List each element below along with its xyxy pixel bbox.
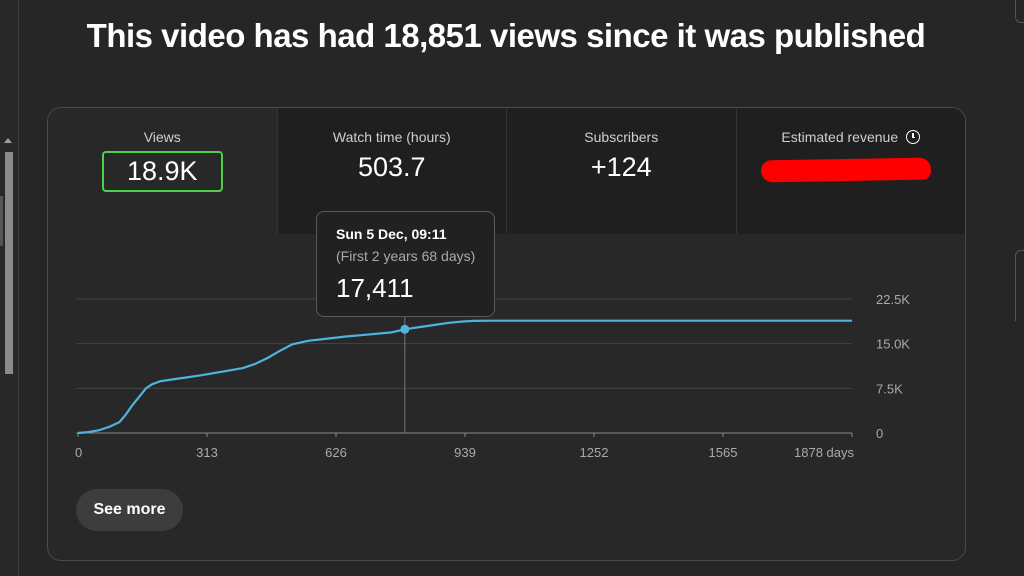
hover-point <box>400 324 410 334</box>
x-tick-label: 939 <box>454 445 476 460</box>
page-headline: This video has had 18,851 views since it… <box>86 17 926 54</box>
x-tick-label: 626 <box>325 445 347 460</box>
right-panel-border-top <box>1015 0 1024 23</box>
x-tick-label: 313 <box>196 445 218 460</box>
tab-estimated-revenue[interactable]: Estimated revenue <box>735 108 966 234</box>
x-tick-label: 1878 days <box>794 445 854 460</box>
views-series-line <box>77 319 852 435</box>
left-scrollbar[interactable] <box>0 0 19 576</box>
tab-subscribers[interactable]: Subscribers +124 <box>506 108 736 234</box>
views-label: Views <box>143 129 181 145</box>
scroll-up-arrow-icon[interactable] <box>4 138 12 143</box>
x-tick-label: 1252 <box>580 445 609 460</box>
subscribers-value: +124 <box>590 152 652 182</box>
analytics-card: Views 18.9K Watch time (hours) 503.7 Sub… <box>47 107 966 561</box>
clock-icon[interactable] <box>906 130 921 144</box>
y-tick-label: 7.5K <box>876 381 903 396</box>
x-tick-label: 0 <box>75 445 82 460</box>
views-value: 18.9K <box>101 151 223 192</box>
right-panel-border-bottom <box>1015 250 1024 321</box>
y-tick-label: 15.0K <box>876 337 910 352</box>
scroll-track-marker <box>0 196 3 246</box>
tab-views[interactable]: Views 18.9K <box>48 108 277 234</box>
estimated-revenue-label: Estimated revenue <box>781 129 899 145</box>
right-panel-edge <box>1012 0 1024 321</box>
estimated-revenue-label-row: Estimated revenue <box>737 129 966 145</box>
chart-tooltip: Sun 5 Dec, 09:11 (First 2 years 68 days)… <box>316 211 495 317</box>
watch-time-value: 503.7 <box>357 152 426 182</box>
see-more-button[interactable]: See more <box>76 489 183 531</box>
x-tick-label: 1565 <box>709 445 738 460</box>
tooltip-date: Sun 5 Dec, 09:11 <box>336 226 447 242</box>
subscribers-label: Subscribers <box>584 129 659 145</box>
scroll-thumb[interactable] <box>5 152 13 374</box>
tooltip-value: 17,411 <box>336 273 414 303</box>
stats-tabs: Views 18.9K Watch time (hours) 503.7 Sub… <box>48 108 965 234</box>
watch-time-label: Watch time (hours) <box>332 129 451 145</box>
tooltip-subtitle: (First 2 years 68 days) <box>336 248 476 264</box>
y-tick-label: 22.5K <box>876 292 910 307</box>
y-tick-label: 0 <box>876 426 883 441</box>
